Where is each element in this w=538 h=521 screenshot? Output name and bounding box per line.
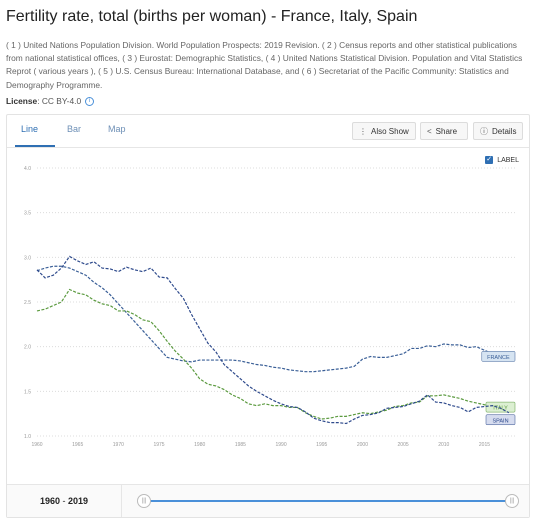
x-tick-label: 1990 — [276, 442, 287, 448]
range-end: 2019 — [68, 496, 89, 506]
x-tick-label: 1995 — [316, 442, 327, 448]
license-value: : CC BY-4.0 — [37, 96, 82, 106]
y-tick-label: 4.0 — [24, 166, 31, 172]
range-separator: - — [60, 496, 68, 506]
label-toggle[interactable]: ✓ LABEL — [485, 156, 519, 164]
x-tick-label: 1960 — [31, 442, 42, 448]
y-tick-label: 2.5 — [24, 300, 31, 306]
y-tick-label: 1.5 — [24, 389, 31, 395]
series-line-italy — [36, 288, 510, 420]
tab-bar: Line Bar Map ⋮ Also Show < Share ⓘ Details — [7, 115, 529, 148]
x-tick-label: 1965 — [72, 442, 83, 448]
x-tick-label: 1980 — [194, 442, 205, 448]
tab-line[interactable]: Line — [21, 124, 39, 134]
details-label: Details — [492, 127, 517, 136]
license-row: License: CC BY-4.0 i — [6, 96, 95, 107]
share-label: Share — [435, 127, 458, 136]
x-tick-label: 1985 — [235, 442, 246, 448]
chart-area: ✓ LABEL 1.0 1.5 2.0 2.5 3.0 3.5 4.0 1960 1965 197… — [7, 148, 529, 483]
x-tick-label: 1970 — [113, 442, 124, 448]
x-tick-label: 2000 — [357, 442, 368, 448]
range-label: 1960 - 2019 — [7, 485, 122, 517]
y-tick-label: 3.5 — [24, 211, 31, 217]
x-tick-label: 2005 — [398, 442, 409, 448]
x-tick-label: 1975 — [153, 442, 164, 448]
y-tick-label: 1.0 — [24, 434, 31, 440]
details-button[interactable]: ⓘ Details — [473, 122, 523, 140]
range-end-handle[interactable]: ||| — [505, 494, 519, 508]
range-start: 1960 — [39, 496, 60, 506]
page-title: Fertility rate, total (births per woman)… — [6, 8, 418, 25]
check-icon[interactable]: ✓ — [485, 156, 494, 164]
series-label-box — [485, 401, 516, 413]
info-circle-icon: ⓘ — [480, 127, 488, 136]
license-label: License — [6, 96, 38, 106]
range-start-handle[interactable]: ||| — [137, 494, 151, 508]
series-label-box — [485, 414, 516, 426]
range-footer: 1960 - 2019 ||| ||| — [7, 484, 529, 517]
tab-bar-chart[interactable]: Bar — [67, 124, 82, 134]
series-line-spain — [36, 255, 510, 425]
range-slider-track[interactable] — [145, 500, 513, 502]
x-tick-label: 2015 — [479, 442, 490, 448]
share-button[interactable]: < Share — [420, 122, 468, 140]
series-label-spain: SPAIN — [492, 418, 508, 424]
also-show-button[interactable]: ⋮ Also Show — [352, 122, 416, 140]
source-text: ( 1 ) United Nations Population Division… — [6, 40, 523, 90]
kebab-icon: ⋮ — [359, 127, 367, 136]
share-icon: < — [427, 127, 432, 136]
x-tick-label: 2010 — [438, 442, 449, 448]
y-tick-label: 2.0 — [24, 345, 31, 351]
series-label-france: FRANCE — [487, 355, 510, 361]
tab-map[interactable]: Map — [108, 124, 126, 134]
series-line-france — [36, 265, 509, 373]
info-icon[interactable]: i — [85, 97, 95, 107]
y-tick-label: 3.0 — [24, 255, 31, 261]
line-chart: 1.0 1.5 2.0 2.5 3.0 3.5 4.0 1960 1965 1970 1975 198… — [24, 166, 517, 448]
chart-card: Line Bar Map ⋮ Also Show < Share ⓘ Details … — [6, 114, 530, 518]
active-tab-indicator — [15, 145, 55, 147]
label-toggle-text: LABEL — [497, 156, 519, 164]
also-show-label: Also Show — [371, 127, 409, 136]
series-label-box — [481, 351, 516, 362]
